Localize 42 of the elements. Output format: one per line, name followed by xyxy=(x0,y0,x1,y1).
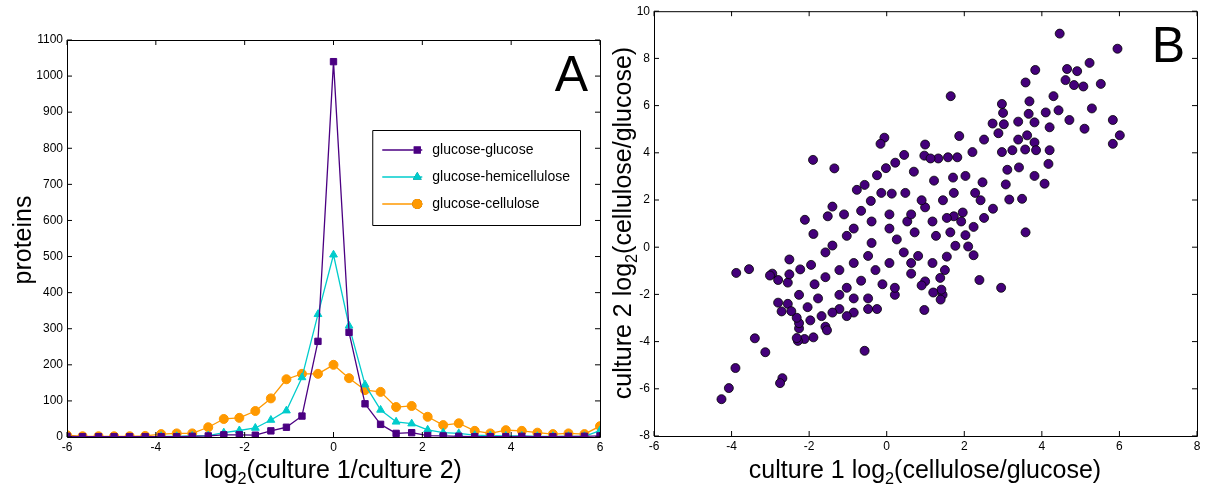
y-tick-label: 4 xyxy=(643,145,651,160)
x-axis-title: culture 1 log$_{2}$(cellulose/glucose) xyxy=(748,455,1102,488)
x-tick-label: -4 xyxy=(726,438,738,453)
x-tick-label: 6 xyxy=(1116,438,1124,453)
y-tick-label: 400 xyxy=(42,284,64,299)
legend-label: glucose-cellulose xyxy=(432,194,540,211)
x-tick-label: 2 xyxy=(418,439,426,454)
x-tick-label: -4 xyxy=(150,439,162,454)
annotation: A xyxy=(554,45,589,102)
y-tick-label: 10 xyxy=(636,3,651,18)
x-tick-label: 0 xyxy=(330,439,338,454)
y-tick-label: 100 xyxy=(42,393,64,408)
y-tick-label: -8 xyxy=(639,428,651,443)
x-tick-label: 8 xyxy=(1193,438,1201,453)
x-tick-label: 2 xyxy=(960,438,968,453)
x-tick-label: -2 xyxy=(803,438,815,453)
x-tick-label: -2 xyxy=(239,439,251,454)
x-axis-title: log$_{2}$(culture 1/culture 2) xyxy=(204,455,462,488)
y-tick-label: 800 xyxy=(42,140,64,155)
legend-label: glucose-hemicellulose xyxy=(432,167,571,184)
y-tick-label: 1000 xyxy=(36,68,64,83)
y-tick-label: 1100 xyxy=(37,32,64,47)
legend-label: glucose-glucose xyxy=(432,140,534,157)
x-tick-label: 4 xyxy=(1038,438,1046,453)
y-tick-label: -6 xyxy=(639,381,651,396)
y-tick-label: 600 xyxy=(42,212,64,227)
y-axis-title: proteins xyxy=(7,195,37,285)
y-tick-label: 300 xyxy=(42,321,64,336)
y-tick-label: 0 xyxy=(643,239,651,254)
y-tick-label: 6 xyxy=(643,97,651,112)
x-tick-label: 4 xyxy=(507,439,515,454)
x-tick-label: 6 xyxy=(596,439,604,454)
y-tick-label: -4 xyxy=(639,333,651,348)
annotation: B xyxy=(1151,16,1185,73)
y-tick-label: 2 xyxy=(643,192,651,207)
y-tick-label: 200 xyxy=(42,357,64,372)
y-tick-label: 900 xyxy=(42,104,64,119)
y-tick-label: -2 xyxy=(639,286,651,301)
y-tick-label: 500 xyxy=(42,248,64,263)
y-tick-label: 8 xyxy=(643,50,651,65)
y-tick-label: 700 xyxy=(42,176,64,191)
x-tick-label: 0 xyxy=(883,438,891,453)
